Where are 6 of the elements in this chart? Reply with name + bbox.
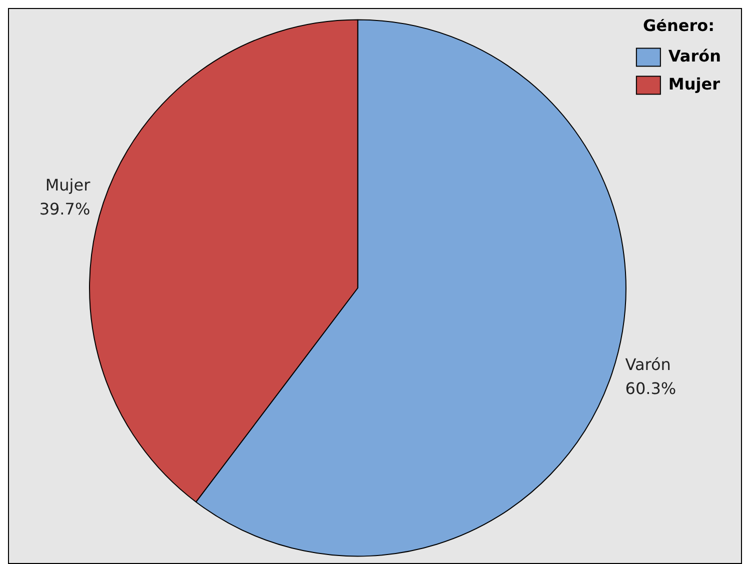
- legend-label: Mujer: [668, 74, 720, 94]
- legend-label: Varón: [668, 46, 721, 66]
- data-label: 39.7%: [39, 199, 90, 218]
- slice-label: Varón: [625, 354, 671, 374]
- slice-label: Mujer: [45, 175, 91, 194]
- data-label: 60.3%: [625, 378, 676, 398]
